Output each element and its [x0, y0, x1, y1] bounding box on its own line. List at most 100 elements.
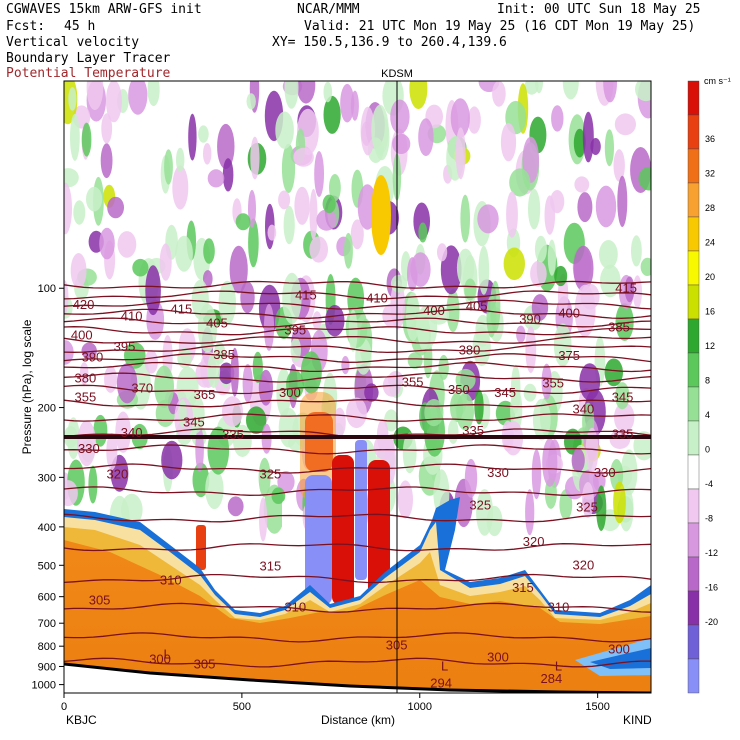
updraft-cell	[409, 81, 428, 110]
downdraft-cell	[172, 165, 189, 210]
updraft-cell	[635, 81, 651, 102]
colorbar-swatch	[687, 590, 700, 626]
colorbar-tick-label: -8	[705, 514, 713, 524]
theta-contour	[64, 399, 651, 408]
colorbar: 36 32 28 24 20 16 12 8 4 0 -4 -8 -12 -16 -20	[687, 80, 718, 694]
updraft-cell	[235, 213, 251, 231]
theta-contour	[64, 290, 651, 300]
contour-label: 390	[82, 349, 104, 364]
theta-contour	[64, 413, 651, 422]
init-time: Init: 00 UTC Sun 18 May 25	[497, 2, 701, 17]
downdraft-cell	[115, 411, 131, 453]
updraft-cell	[640, 257, 651, 276]
contour-label: 305	[89, 593, 111, 608]
contour-label: 330	[78, 441, 100, 456]
downdraft-cell	[437, 243, 448, 262]
x-tick-label: 0	[61, 701, 67, 713]
contour-label: 405	[466, 298, 488, 313]
downdraft-cell	[603, 81, 617, 103]
colorbar-swatch	[687, 386, 700, 422]
updraft-cell	[478, 245, 490, 295]
colorbar-swatch	[687, 216, 700, 252]
downdraft-cell	[418, 118, 434, 157]
terrain	[64, 664, 651, 693]
downdraft-cell	[312, 311, 322, 331]
contour-label: 330	[594, 465, 616, 480]
contour-label: 300	[149, 652, 171, 667]
contour-label: 300	[608, 642, 630, 657]
updraft-cell	[464, 278, 477, 301]
downdraft-cell	[309, 236, 329, 263]
downdraft-cell	[500, 123, 517, 162]
downdraft-cell	[450, 98, 470, 138]
y-tick-label: 800	[38, 641, 56, 653]
updraft-cell	[390, 274, 408, 293]
downdraft-cell	[278, 190, 291, 210]
downdraft-cell	[128, 81, 148, 115]
updraft-cell	[371, 104, 389, 155]
updraft-cell	[631, 235, 642, 267]
downdraft-cell	[70, 253, 87, 289]
updraft-cell	[191, 279, 209, 320]
downdraft-cell	[86, 81, 104, 111]
downdraft-cell	[248, 189, 256, 228]
updraft-cell	[323, 81, 333, 103]
downdraft-cell	[259, 497, 268, 542]
updraft-cell	[290, 337, 301, 363]
colorbar-swatch	[687, 624, 700, 660]
downdraft-cell	[506, 191, 518, 238]
y-tick-label: 1000	[32, 680, 56, 692]
y-axis-title: Pressure (hPa), log scale	[20, 319, 34, 454]
y-tick-label: 100	[38, 283, 56, 295]
updraft-cell	[322, 194, 336, 214]
updraft-cell	[604, 129, 615, 167]
downdraft-cell	[258, 369, 273, 406]
updraft-cell	[456, 248, 475, 287]
downdraft-cell	[250, 136, 260, 180]
contour-label: 325	[469, 498, 491, 513]
downdraft-cell	[613, 149, 625, 182]
downdraft-cell	[590, 138, 601, 155]
colorbar-tick-label: 8	[705, 376, 710, 386]
x-tick-label: 1000	[408, 701, 432, 713]
contour-label: 310	[284, 599, 306, 614]
downdraft-cell	[101, 113, 113, 144]
downdraft-cell	[525, 489, 535, 536]
theta-contour	[64, 486, 651, 496]
colorbar-tick-label: 28	[705, 203, 715, 213]
contour-label: 335	[222, 427, 244, 442]
theta-contour	[64, 543, 651, 552]
contour-label: 320	[107, 466, 129, 481]
theta-contour	[64, 632, 651, 643]
theta-contour	[64, 384, 651, 395]
updraft-cell	[638, 166, 651, 191]
updraft-cell	[164, 149, 173, 185]
downdraft-cell	[105, 81, 122, 123]
updraft-cell	[64, 168, 79, 188]
colorbar-tick-label: -4	[705, 479, 713, 489]
downdraft-cell	[242, 363, 253, 403]
downdraft-cell	[574, 176, 590, 193]
forecast-hour: 45 h	[64, 19, 96, 34]
contour-labels: 420 410 415 405 415 410 400 405 390 400 415 385 400 3…	[71, 281, 637, 691]
x-tick-label: 500	[233, 701, 251, 713]
cross-section-xy: XY= 150.5,136.9 to 260.4,139.6	[272, 35, 507, 50]
contour-label: 395	[284, 322, 306, 337]
contour-label: 415	[295, 287, 317, 302]
downdraft-cell	[267, 224, 277, 241]
colorbar-swatch	[687, 658, 700, 694]
updraft-cell	[198, 125, 209, 143]
colorbar-units: cm s⁻¹	[704, 76, 731, 86]
downdraft-cell	[390, 99, 410, 134]
updraft-cell	[562, 81, 579, 100]
downdraft-cell	[106, 433, 118, 471]
downdraft-cell	[632, 275, 643, 309]
updraft-cell	[407, 352, 423, 369]
downdraft-cell	[104, 365, 118, 393]
updraft-cell	[70, 113, 80, 161]
contour-label: 410	[366, 290, 388, 305]
updraft-cell	[447, 419, 459, 444]
updraft-cell	[446, 289, 460, 333]
contour-label: 310	[160, 572, 182, 587]
